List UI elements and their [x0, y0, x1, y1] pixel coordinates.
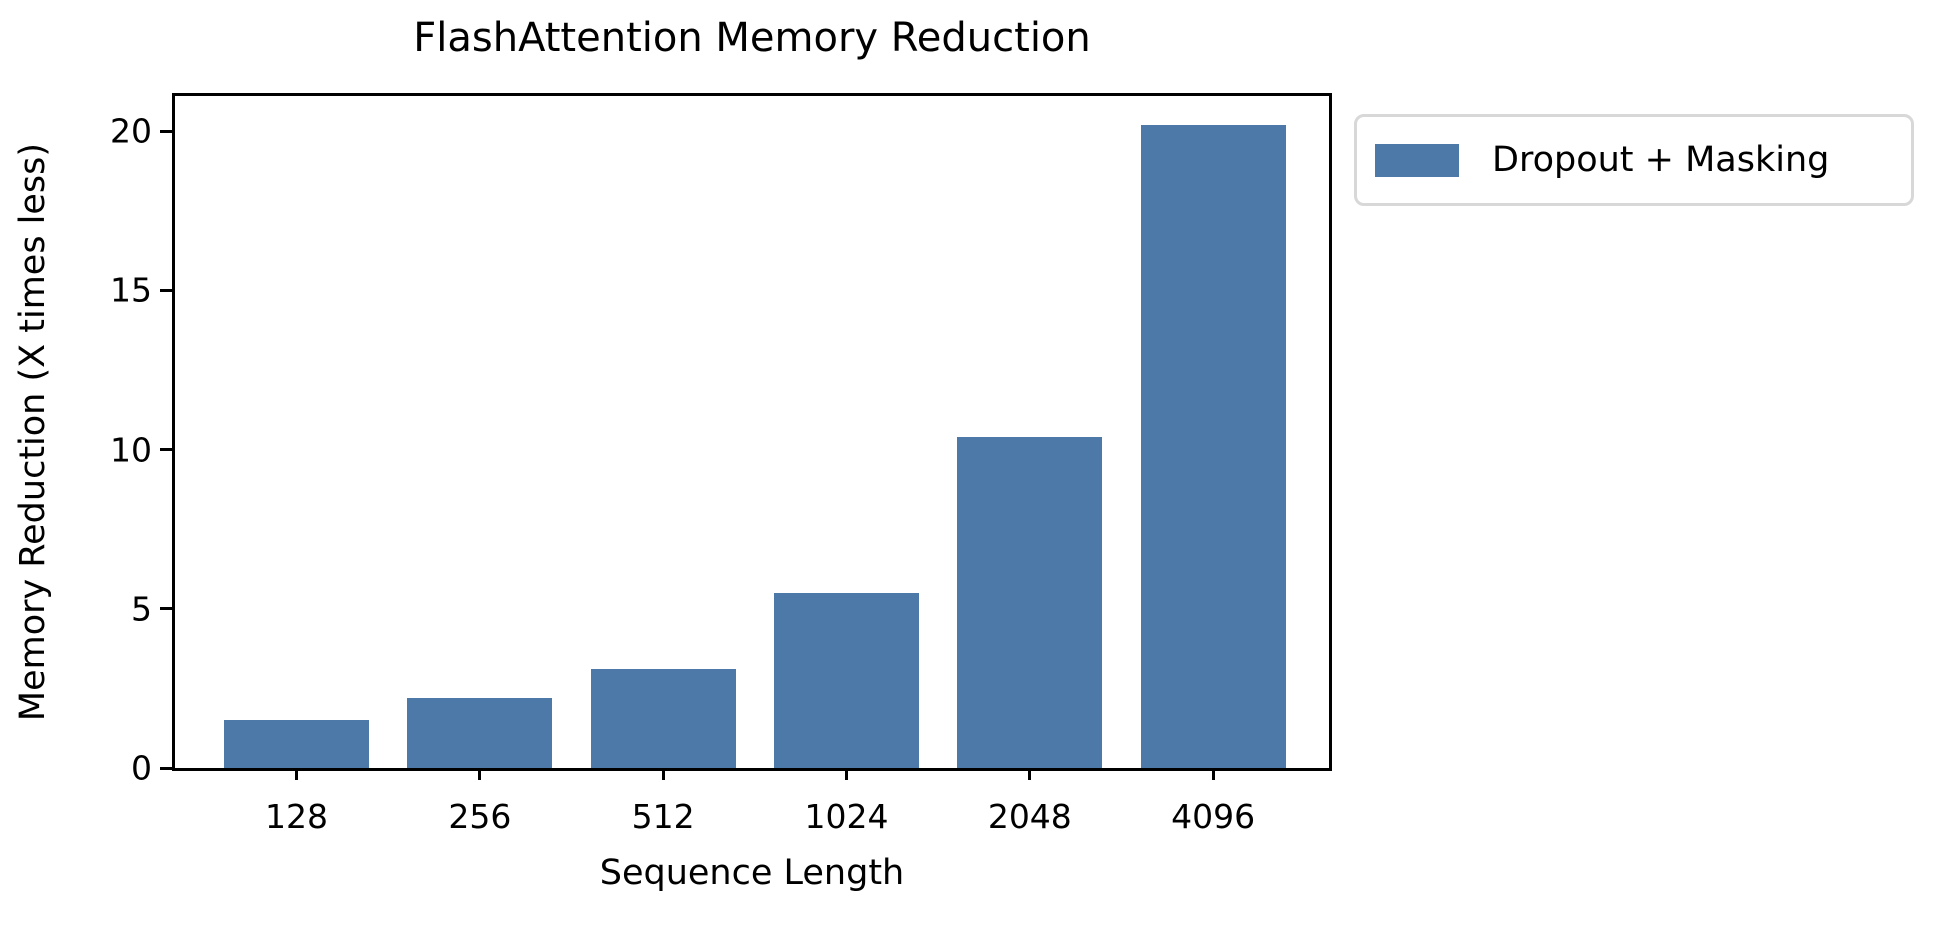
bar-128 [224, 720, 369, 768]
bar-2048 [957, 436, 1103, 768]
x-tick-label: 1024 [804, 797, 889, 836]
x-tick-mark [478, 768, 482, 780]
x-tick-label: 256 [448, 797, 512, 836]
y-tick-mark [160, 129, 172, 133]
x-tick-mark [1211, 768, 1215, 780]
x-tick-mark [844, 768, 848, 780]
bar-256 [407, 697, 553, 768]
y-tick-label: 0 [131, 748, 152, 788]
bar-4096 [1140, 124, 1286, 768]
legend: Dropout + Masking [1354, 114, 1914, 206]
x-tick-label: 4096 [1171, 797, 1256, 836]
y-tick-mark [160, 448, 172, 452]
bar-1024 [773, 592, 919, 768]
y-tick-label: 10 [110, 430, 152, 470]
y-tick-mark [160, 766, 172, 770]
plot-area [160, 93, 1332, 780]
legend-swatch [1375, 143, 1459, 177]
x-tick-label: 2048 [987, 797, 1072, 836]
x-tick-label: 512 [631, 797, 695, 836]
x-axis-label: Sequence Length [599, 853, 905, 893]
y-tick-mark [160, 607, 172, 611]
y-tick-mark [160, 288, 172, 292]
y-tick-label: 15 [110, 270, 152, 310]
x-tick-mark [661, 768, 665, 780]
x-tick-mark [295, 768, 298, 780]
y-tick-label: 20 [110, 111, 152, 151]
bar-512 [590, 669, 736, 768]
x-tick-label: 128 [265, 797, 328, 836]
chart-title: FlashAttention Memory Reduction [413, 15, 1091, 61]
legend-label: Dropout + Masking [1492, 140, 1830, 180]
x-tick-mark [1028, 768, 1032, 780]
y-tick-label: 5 [131, 589, 152, 629]
